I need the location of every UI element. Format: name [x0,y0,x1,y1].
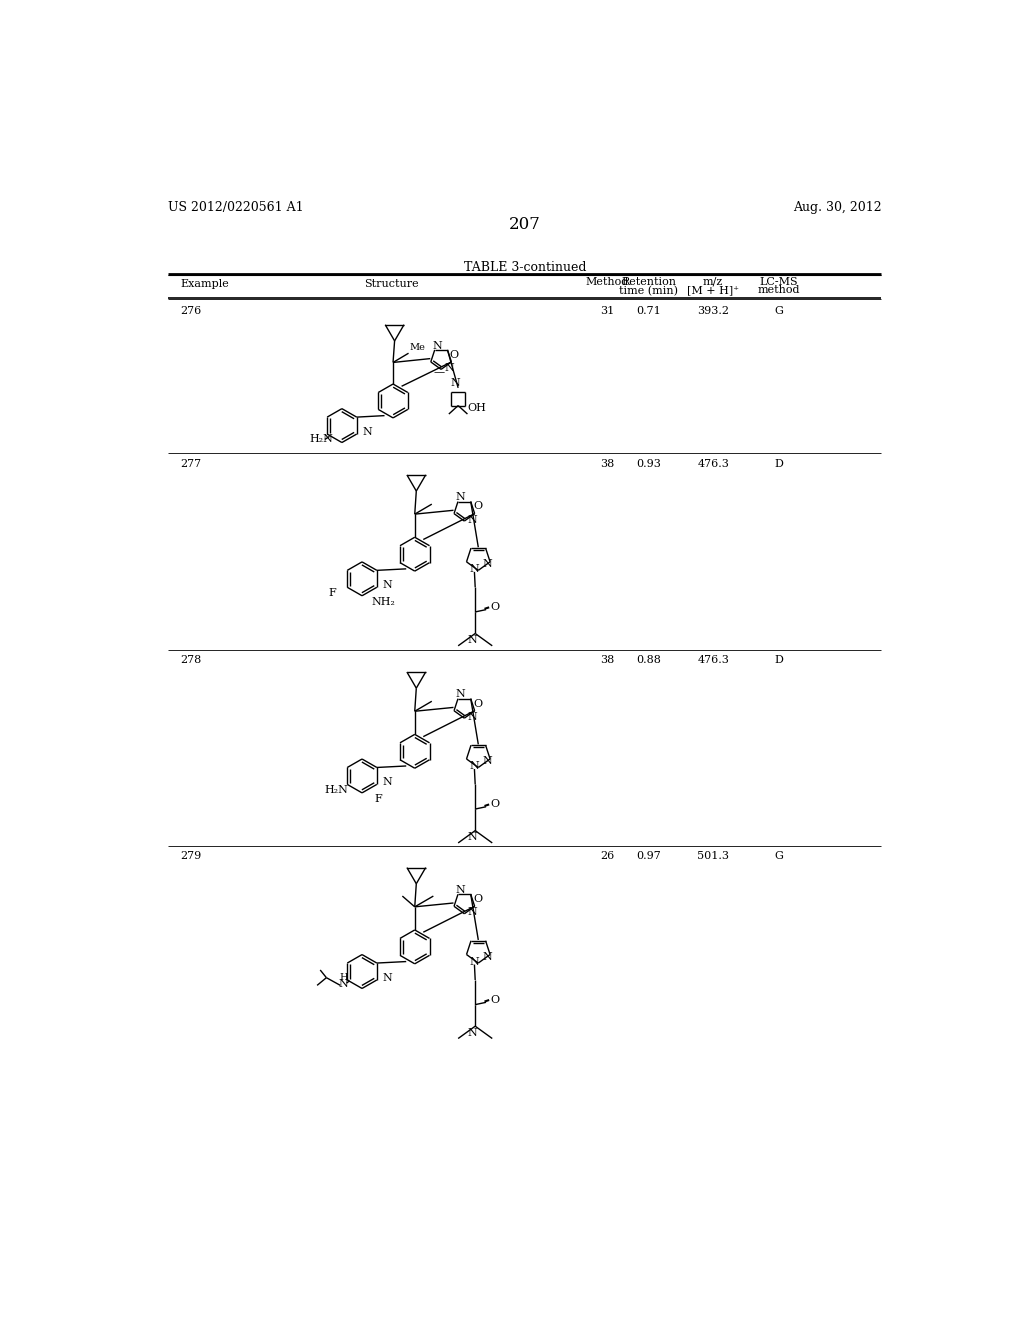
Text: 393.2: 393.2 [697,306,729,317]
Text: F: F [375,795,382,804]
Text: N: N [467,907,477,917]
Text: Me: Me [410,343,425,351]
Text: O: O [489,602,499,612]
Text: N: N [382,777,392,787]
Text: 38: 38 [600,459,614,469]
Text: G: G [774,851,783,862]
Text: 0.88: 0.88 [636,655,662,665]
Text: N: N [339,979,348,989]
Text: N: N [467,711,477,722]
Text: N: N [470,957,479,966]
Text: O: O [473,894,482,904]
Text: 278: 278 [180,655,202,665]
Text: N: N [470,760,479,771]
Text: 476.3: 476.3 [697,459,729,469]
Text: F: F [328,587,336,598]
Text: N: N [451,379,460,388]
Text: US 2012/0220561 A1: US 2012/0220561 A1 [168,201,304,214]
Text: N: N [482,560,493,569]
Text: [M + H]⁺: [M + H]⁺ [687,285,739,296]
Text: method: method [758,285,800,296]
Text: —: — [434,367,445,378]
Text: 279: 279 [180,851,202,862]
Text: H₂N: H₂N [309,434,333,445]
Text: Aug. 30, 2012: Aug. 30, 2012 [793,201,882,214]
Text: N: N [456,492,465,502]
Text: NH₂: NH₂ [372,597,395,607]
Text: D: D [774,459,783,469]
Text: G: G [774,306,783,317]
Text: N: N [467,515,477,524]
Text: 0.71: 0.71 [637,306,662,317]
Text: TABLE 3-continued: TABLE 3-continued [464,261,586,273]
Text: N: N [456,689,465,700]
Text: N: N [470,564,479,574]
Text: 501.3: 501.3 [697,851,729,862]
Text: Example: Example [180,280,229,289]
Text: OH: OH [467,403,486,413]
Text: 0.97: 0.97 [637,851,662,862]
Text: O: O [473,502,482,511]
Text: Structure: Structure [365,280,419,289]
Text: O: O [489,800,499,809]
Text: N: N [456,884,465,895]
Text: H₂N: H₂N [325,785,349,795]
Text: N: N [467,1028,477,1038]
Text: O: O [473,698,482,709]
Text: 476.3: 476.3 [697,655,729,665]
Text: 38: 38 [600,655,614,665]
Text: Method: Method [586,277,629,286]
Text: 31: 31 [600,306,614,317]
Text: N: N [382,973,392,982]
Text: 0.93: 0.93 [636,459,662,469]
Text: 277: 277 [180,459,202,469]
Text: N: N [362,426,372,437]
Text: 207: 207 [509,216,541,234]
Text: D: D [774,655,783,665]
Text: 26: 26 [600,851,614,862]
Text: N: N [432,341,442,351]
Text: O: O [489,995,499,1005]
Text: O: O [450,350,459,360]
Text: N: N [467,635,477,645]
Text: H: H [339,973,348,982]
Text: LC-MS: LC-MS [760,277,799,286]
Text: N: N [382,579,392,590]
Text: 276: 276 [180,306,202,317]
Text: N: N [467,832,477,842]
Text: N: N [482,952,493,962]
Text: time (min): time (min) [620,285,678,296]
Text: N: N [482,756,493,767]
Text: Retention: Retention [622,277,676,286]
Text: m/z: m/z [703,277,723,286]
Text: N: N [444,363,454,372]
